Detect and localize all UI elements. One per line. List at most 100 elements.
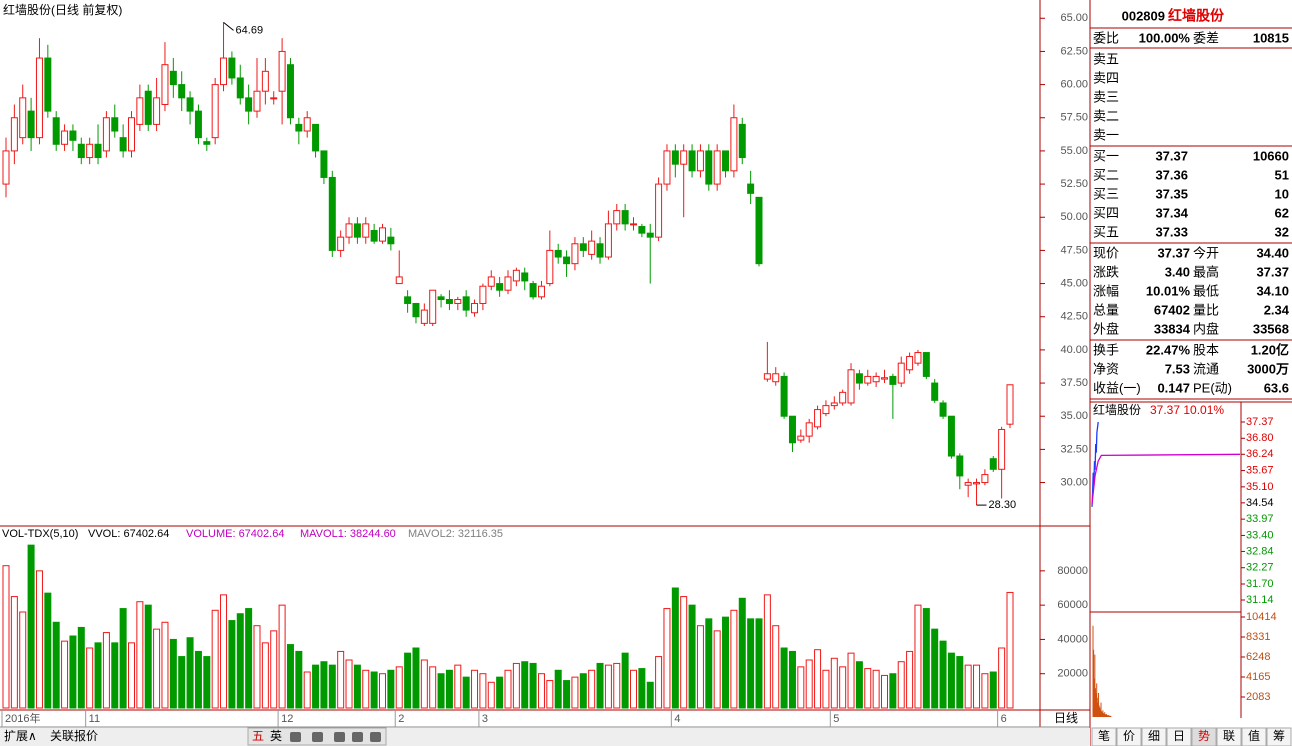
volume-bar <box>722 616 730 709</box>
y-tick-label: 45.00 <box>1060 277 1088 289</box>
candle-body <box>780 375 788 417</box>
toolbar-icon[interactable] <box>334 732 345 742</box>
y-tick-label: 20000 <box>1057 668 1088 680</box>
candle-body <box>537 285 545 298</box>
y-tick-label: 62.50 <box>1060 45 1088 57</box>
candle-body <box>128 117 135 152</box>
volume-bar <box>27 544 35 709</box>
volume-bar <box>362 669 370 709</box>
volume-bar <box>705 618 713 709</box>
candle-body <box>981 474 989 484</box>
volume-bar <box>337 650 345 709</box>
tab[interactable] <box>1266 727 1292 746</box>
tab-label[interactable]: 值 <box>1248 728 1260 743</box>
quote-label: 涨跌 <box>1093 264 1119 279</box>
y-tick-label: 60000 <box>1057 599 1088 611</box>
ui-button[interactable]: 关联报价 <box>50 728 98 743</box>
volume-bar <box>245 608 253 709</box>
bid-volume: 10 <box>1275 186 1289 201</box>
candle-body <box>680 150 688 165</box>
candle-body <box>630 223 637 226</box>
tab[interactable] <box>1166 727 1192 746</box>
candle-body <box>855 373 863 384</box>
tab[interactable] <box>1141 727 1167 746</box>
y-tick-label: 60.00 <box>1060 78 1088 90</box>
quote-label: 最高 <box>1193 264 1219 279</box>
ask-label: 卖三 <box>1093 89 1119 104</box>
y-tick-label: 35.67 <box>1246 464 1274 476</box>
volume-bar <box>77 626 85 709</box>
tab-label[interactable]: 笔 <box>1098 728 1110 743</box>
tab-label[interactable]: 联 <box>1223 729 1235 743</box>
candle-body <box>939 402 947 417</box>
y-tick-label: 4165 <box>1246 671 1270 683</box>
candle-body <box>286 64 294 119</box>
toolbar-icon[interactable] <box>290 732 301 742</box>
candle-body <box>270 97 278 100</box>
tab-label[interactable]: 细 <box>1148 729 1160 743</box>
y-tick-label: 2083 <box>1246 691 1270 703</box>
candle-body <box>69 130 77 141</box>
volume-bar <box>521 661 529 709</box>
candle-body <box>529 283 537 298</box>
y-tick-label: 52.50 <box>1060 178 1088 190</box>
quote-label: 内盘 <box>1193 321 1219 336</box>
quote-label: 委差 <box>1193 30 1219 45</box>
bid-volume: 62 <box>1275 205 1289 220</box>
x-tick-label: 12 <box>281 713 293 725</box>
volume-bar <box>604 664 612 709</box>
candle-body <box>947 415 955 457</box>
volume-bar <box>295 650 303 709</box>
volume-bar <box>153 628 161 709</box>
ask-label: 卖四 <box>1093 70 1119 85</box>
candle-body <box>847 369 855 404</box>
volume-bar <box>220 594 228 709</box>
quote-value: 33834 <box>1154 321 1191 336</box>
intraday-line <box>1091 453 1241 505</box>
toolbar-button[interactable]: 英 <box>270 729 282 743</box>
bid-label: 买五 <box>1093 224 1119 239</box>
volume-bar <box>588 669 596 709</box>
period-label: 日线 <box>1054 711 1078 725</box>
candle-body <box>462 296 470 311</box>
volume-bar <box>537 673 545 709</box>
quote-value: 34.40 <box>1256 245 1289 260</box>
candle-body <box>337 236 345 251</box>
volume-bar <box>35 570 43 709</box>
candle-body <box>989 458 997 470</box>
y-tick-label: 36.80 <box>1246 432 1274 444</box>
candle-body <box>613 210 621 225</box>
toolbar-button[interactable]: 五 <box>252 729 264 743</box>
tab-label[interactable]: 日 <box>1173 729 1185 743</box>
candle-body <box>19 97 27 139</box>
volume-bar <box>989 671 997 709</box>
volume-bar <box>596 662 604 709</box>
candle-body <box>864 375 872 384</box>
candle-body <box>638 226 646 234</box>
tab[interactable] <box>1216 727 1242 746</box>
toolbar-icon[interactable] <box>370 732 381 742</box>
candle-body <box>722 150 730 172</box>
tab-label[interactable]: 价 <box>1123 729 1135 743</box>
volume-bar <box>228 620 236 709</box>
volume-bar <box>404 652 412 709</box>
tab[interactable] <box>1091 727 1117 746</box>
tab[interactable] <box>1241 727 1267 746</box>
ui-button[interactable]: 扩展∧ <box>4 729 37 743</box>
tab[interactable] <box>1116 727 1142 746</box>
candle-body <box>772 373 780 383</box>
candle-body <box>546 249 554 285</box>
candle-body <box>345 223 353 238</box>
candle-body <box>914 352 922 364</box>
toolbar-icon[interactable] <box>352 732 363 742</box>
y-tick-label: 40.00 <box>1060 344 1088 356</box>
tab-label[interactable]: 势 <box>1198 729 1210 743</box>
candle-body <box>814 409 822 428</box>
candle-body <box>579 243 587 251</box>
tab[interactable] <box>1191 727 1217 746</box>
candle-body <box>153 97 161 125</box>
candle-body <box>194 110 202 139</box>
tab-label[interactable]: 筹 <box>1273 729 1285 743</box>
toolbar-icon[interactable] <box>312 732 323 742</box>
quote-value: 33568 <box>1253 321 1289 336</box>
